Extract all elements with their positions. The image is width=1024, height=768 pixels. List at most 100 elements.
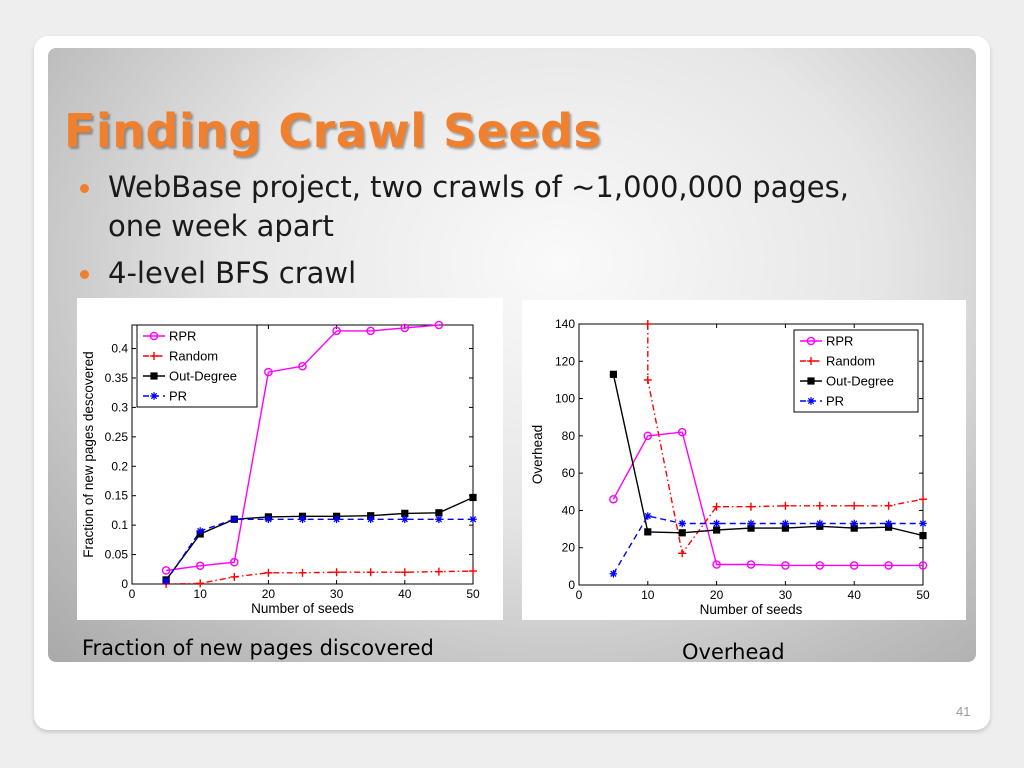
data-point-rpr [298,361,307,371]
legend-marker [149,331,159,341]
overhead-chart: 0 10 20 30 40 50 0 20 40 60 80 100 120 140 Number of s… [530,317,930,617]
legend-marker [806,336,816,346]
y-tick-label: 0.2 [111,459,128,473]
data-point-random [747,502,755,511]
data-point-random [434,567,443,576]
data-point-rpr [229,557,239,567]
data-point-random [850,501,859,510]
data-point-pr [781,519,790,528]
data-point-pr [816,519,824,528]
data-point-random [884,501,893,510]
y-tick-label: 0.1 [111,518,128,532]
bullet-item: WebBase project, two crawls of ~1,000,00… [78,168,898,246]
caption-fraction: Fraction of new pages discovered [82,636,434,660]
data-point-rpr [195,561,205,571]
data-point-pr [712,519,721,528]
data-point-rpr [332,326,341,336]
x-tick-label: 0 [129,587,136,601]
data-point-out-degree [469,493,477,502]
data-point-rpr [849,561,859,570]
y-tick-label: 0.15 [105,489,129,503]
data-point-pr [435,515,443,524]
data-point-rpr [643,431,653,441]
data-point-pr [298,515,307,524]
data-point-pr [196,527,204,535]
y-tick-label: 120 [555,354,575,368]
data-point-random [643,375,652,384]
legend-marker [150,372,158,380]
series-line-rpr [166,324,439,572]
data-point-pr [850,519,858,528]
data-point-pr [401,515,409,524]
x-axis-label: Number of seeds [700,602,803,617]
legend-label: RPR [169,329,196,344]
x-tick-label: 10 [194,587,208,601]
data-point-pr [919,519,927,528]
y-axis-label: Fraction of new pages descovered [81,351,96,557]
y-tick-label: 0.4 [111,342,128,356]
data-point-pr [469,515,477,524]
x-tick-label: 10 [641,588,655,602]
legend-label: Random [169,349,218,364]
legend-box [793,329,919,413]
data-point-pr [747,519,755,528]
x-tick-label: 0 [576,588,583,602]
data-point-out-degree [919,531,927,540]
bullet-dot-icon [80,270,89,279]
data-point-out-degree [747,524,755,532]
legend-marker [150,352,158,360]
x-tick-label: 20 [710,588,724,602]
data-point-random [230,572,239,581]
series-line-random [647,324,923,555]
x-tick-label: 50 [466,587,480,601]
data-point-random [469,567,477,576]
series-line-out-degree [165,496,473,581]
legend-marker [807,357,815,365]
y-tick-label: 20 [562,541,576,555]
data-point-random [712,502,721,511]
x-tick-label: 20 [262,587,276,601]
x-tick-label: 50 [916,588,930,602]
data-point-rpr [677,427,687,437]
data-point-rpr [264,367,273,377]
data-point-random [919,495,927,504]
series-line-pr [612,515,923,575]
data-point-rpr [918,561,928,570]
legend-label: RPR [826,334,853,349]
data-point-random [400,568,409,577]
caption-overhead: Overhead [682,640,785,664]
data-point-rpr [609,494,618,504]
y-tick-label: 0.35 [105,371,129,385]
data-point-random [643,320,652,328]
x-tick-label: 30 [330,587,344,601]
bullet-text: 4-level BFS crawl [108,256,357,290]
legend-marker [150,392,158,400]
data-point-out-degree [609,370,617,378]
data-point-random [815,501,824,510]
y-tick-label: 0.05 [105,548,129,562]
legend-label: Out-Degree [169,369,237,384]
data-point-random [781,501,790,510]
data-point-pr [366,515,375,524]
data-point-random [332,568,341,577]
x-axis-label: Number of seeds [251,601,354,616]
y-tick-label: 140 [555,317,575,331]
data-point-out-degree [678,529,686,537]
y-tick-label: 0 [568,578,575,592]
series-line-out-degree [612,374,923,537]
data-point-rpr [161,566,171,575]
data-point-out-degree [713,526,721,534]
series-line-random [166,570,473,584]
fraction-chart: 0 10 20 30 40 50 0 0.05 0.1 0.15 0.2 0.25 0.3 0.35 0.4… [81,320,480,616]
data-point-random [264,568,273,577]
data-point-rpr [712,560,721,569]
data-point-rpr [434,320,444,330]
y-tick-label: 80 [562,429,576,443]
y-tick-label: 0.25 [105,430,129,444]
y-tick-label: 0.3 [111,400,128,414]
data-point-out-degree [401,509,409,517]
legend-label: Random [826,354,875,369]
data-point-pr [162,577,170,585]
legend-label: PR [169,389,187,404]
y-tick-label: 0 [121,577,128,591]
